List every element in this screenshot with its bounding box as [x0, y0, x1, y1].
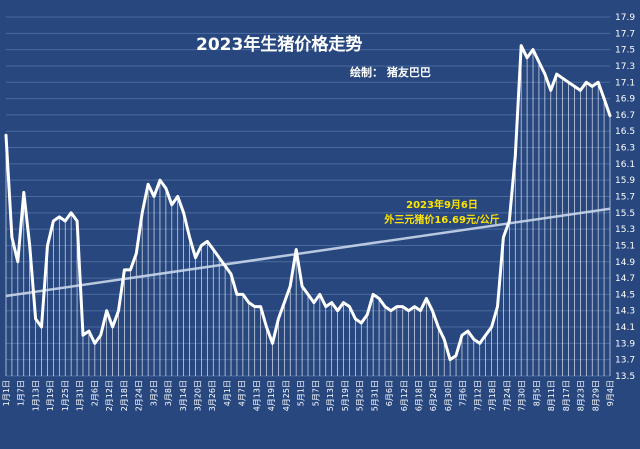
- price-series: [4, 44, 612, 362]
- y-tick-label: 14.3: [615, 307, 635, 317]
- trendline: [5, 207, 611, 298]
- x-tick-label: 6月18日: [414, 380, 423, 411]
- y-tick-label: 14.1: [615, 323, 635, 333]
- x-tick-label: 7月18日: [488, 380, 497, 411]
- y-tick-label: 15.5: [615, 209, 635, 219]
- x-tick-label: 2月18日: [120, 380, 129, 411]
- x-tick-label: 3月26日: [208, 380, 217, 411]
- y-tick-label: 16.7: [615, 111, 635, 121]
- x-tick-label: 5月13日: [326, 380, 335, 411]
- trend-line: [5, 207, 611, 298]
- x-tick-label: 6月6日: [385, 380, 394, 406]
- x-tick-label: 5月19日: [341, 380, 350, 411]
- y-tick-label: 13.5: [615, 372, 635, 382]
- chart-title: 2023年生猪价格走势: [196, 34, 362, 55]
- x-tick-label: 4月13日: [252, 380, 261, 411]
- x-tick-label: 7月24日: [503, 380, 512, 411]
- x-tick-label: 6月24日: [429, 380, 438, 411]
- y-tick-label: 17.7: [615, 29, 635, 39]
- x-tick-label: 3月20日: [194, 380, 203, 411]
- x-tick-label: 5月31日: [370, 380, 379, 411]
- x-tick-label: 7月12日: [473, 380, 482, 411]
- y-tick-label: 15.3: [615, 225, 635, 235]
- y-tick-label: 14.7: [615, 274, 635, 284]
- x-tick-label: 4月19日: [267, 380, 276, 411]
- annotation-price: 外三元猪价16.69元/公斤: [383, 213, 499, 226]
- x-tick-label: 6月12日: [400, 380, 409, 411]
- x-tick-label: 7月30日: [518, 380, 527, 411]
- y-tick-label: 13.7: [615, 356, 635, 366]
- x-tick-label: 1月19日: [46, 380, 55, 411]
- x-tick-label: 1月13日: [31, 380, 40, 411]
- x-tick-label: 1月31日: [76, 380, 85, 411]
- price-line: [4, 44, 612, 362]
- y-tick-label: 16.5: [615, 127, 635, 137]
- x-tick-label: 5月25日: [356, 380, 365, 411]
- y-tick-label: 16.9: [615, 95, 635, 105]
- x-tick-label: 5月7日: [311, 380, 320, 406]
- y-tick-label: 14.9: [615, 258, 635, 268]
- x-axis-ticks: 1月1日 1月7日 1月13日 1月19日 1月25日 1月31日 2月6日 2月12日 2月1…: [2, 380, 615, 411]
- x-tick-label: 7月6日: [459, 380, 468, 406]
- annotation-date: 2023年9月6日: [406, 198, 478, 211]
- y-tick-label: 16.3: [615, 144, 635, 154]
- y-axis-ticks: 13.5 13.7 13.9 14.1 14.3 14.5 14.7 14.9 15.1 15.3…: [615, 13, 635, 382]
- y-tick-label: 17.1: [615, 78, 635, 88]
- y-tick-label: 16.1: [615, 160, 635, 170]
- y-tick-label: 15.7: [615, 193, 635, 203]
- x-tick-label: 4月1日: [223, 380, 232, 406]
- x-tick-label: 3月14日: [179, 380, 188, 411]
- y-tick-label: 14.5: [615, 290, 635, 300]
- x-tick-label: 8月11日: [547, 380, 556, 411]
- x-tick-label: 4月25日: [282, 380, 291, 411]
- y-tick-label: 17.9: [615, 13, 635, 23]
- x-tick-label: 2月6日: [90, 380, 99, 406]
- x-tick-label: 8月29日: [591, 380, 600, 411]
- x-tick-label: 8月17日: [562, 380, 571, 411]
- x-tick-label: 8月23日: [577, 380, 586, 411]
- x-tick-label: 1月1日: [2, 380, 11, 406]
- x-tick-label: 3月8日: [164, 380, 173, 406]
- x-tick-label: 3月2日: [149, 380, 158, 406]
- x-tick-label: 2月24日: [135, 380, 144, 411]
- y-tick-label: 15.9: [615, 176, 635, 186]
- y-tick-label: 17.5: [615, 46, 635, 56]
- y-tick-label: 13.9: [615, 339, 635, 349]
- x-tick-label: 4月7日: [238, 380, 247, 406]
- x-tick-label: 1月25日: [61, 380, 70, 411]
- chart-subtitle: 绘制： 猪友巴巴: [350, 65, 431, 79]
- x-tick-label: 8月5日: [532, 380, 541, 406]
- x-tick-label: 5月1日: [297, 380, 306, 406]
- y-tick-label: 15.1: [615, 241, 635, 251]
- x-tick-label: 1月7日: [17, 380, 26, 406]
- value-drop-lines: [5, 45, 611, 376]
- grid-lines: [6, 16, 610, 377]
- x-tick-label: 2月12日: [105, 380, 114, 411]
- x-tick-label: 9月4日: [606, 380, 615, 406]
- y-tick-label: 17.3: [615, 62, 635, 72]
- x-tick-label: 6月30日: [444, 380, 453, 411]
